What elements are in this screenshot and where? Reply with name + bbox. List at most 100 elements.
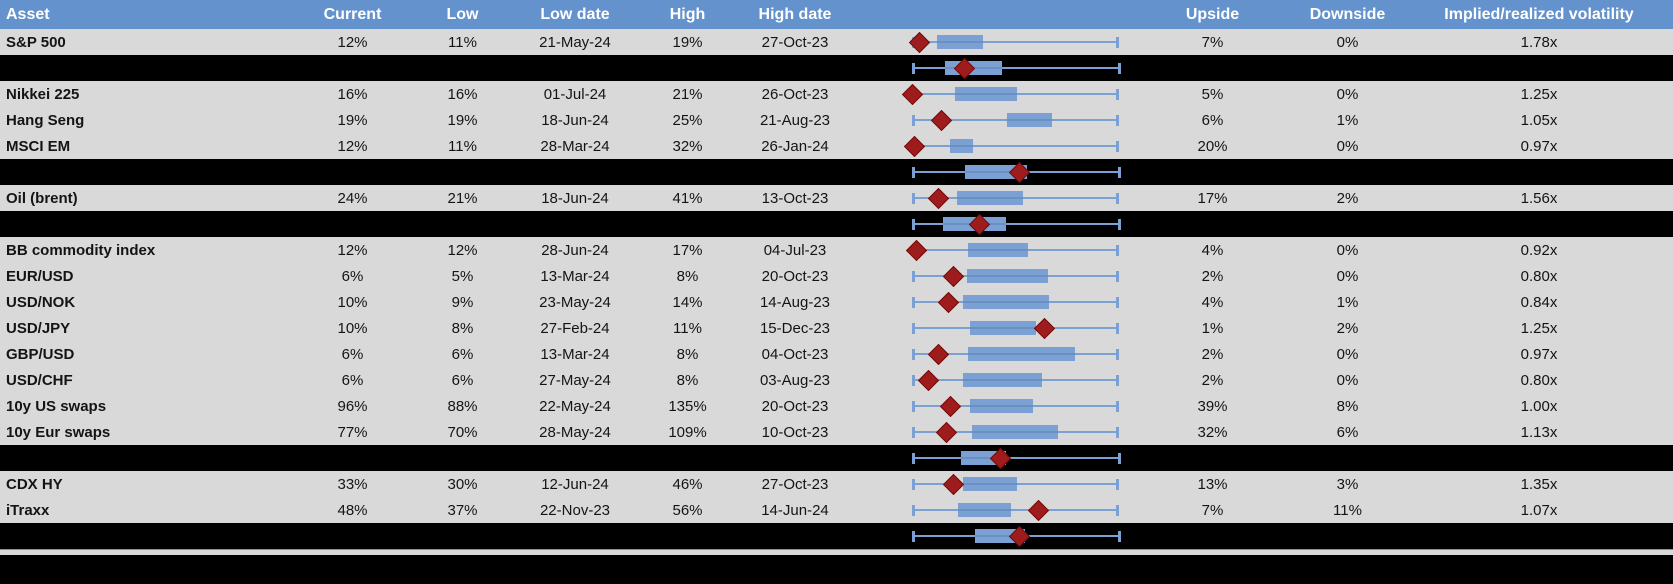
asset-cell — [0, 445, 290, 471]
high-cell — [640, 211, 735, 237]
high-cell — [640, 55, 735, 81]
table-row: 10y Eur swaps 77% 70% 28-May-24 109% 10-Oct-2… — [0, 419, 1673, 445]
high-date-cell: 20-Oct-23 — [761, 267, 829, 285]
implied-realized-volatility-cell: 1.00x — [1520, 397, 1558, 415]
high-date-cell: 14-Aug-23 — [759, 293, 831, 311]
boxplot-chart — [855, 263, 1135, 289]
high-date-cell: 10-Oct-23 — [761, 423, 829, 441]
low-date-cell: 18-Jun-24 — [541, 111, 609, 129]
whisker-cap-left — [911, 531, 915, 542]
upside-cell: 5% — [1201, 85, 1224, 103]
col-header-high-date: High date — [758, 5, 832, 23]
whisker-cap-right — [1118, 453, 1122, 464]
high-date-cell: 04-Oct-23 — [761, 345, 829, 363]
whisker-cap-left — [911, 193, 915, 204]
table-row: Nikkei 225 16% 16% 01-Jul-24 21% 26-Oct-23 5% 0… — [0, 81, 1673, 107]
whisker-line — [912, 509, 1118, 511]
col-header-asset: Asset — [6, 5, 50, 23]
median-line — [970, 327, 1036, 329]
whisker-cap-right — [1116, 271, 1120, 282]
low-cell — [415, 211, 510, 237]
current-cell: 6% — [341, 345, 364, 363]
low-date-cell — [510, 211, 640, 237]
whisker-line — [912, 67, 1120, 69]
median-line — [968, 249, 1029, 251]
boxplot-chart — [855, 419, 1135, 445]
current-marker-diamond-icon — [902, 83, 924, 106]
col-header-upside: Upside — [1185, 5, 1240, 23]
table-row: EUR/USD 6% 5% 13-Mar-24 8% 20-Oct-23 2% 0% 0.80x — [0, 263, 1673, 289]
whisker-line — [912, 145, 1118, 147]
whisker-cap-left — [911, 297, 915, 308]
table-body: S&P 500 12% 11% 21-May-24 19% 27-Oct-23 7% 0% 1.… — [0, 29, 1673, 549]
current-cell: 19% — [337, 111, 368, 129]
current-marker-diamond-icon — [903, 135, 926, 158]
implied-realized-volatility-cell: 1.25x — [1520, 85, 1558, 103]
low-date-cell: 22-Nov-23 — [539, 501, 611, 519]
whisker-cap-right — [1116, 193, 1120, 204]
col-header-current: Current — [323, 5, 382, 23]
current-marker-diamond-icon — [930, 109, 953, 132]
whisker-cap-right — [1116, 141, 1120, 152]
boxplot-chart — [855, 107, 1135, 133]
asset-cell — [0, 523, 290, 549]
high-cell: 109% — [668, 423, 707, 441]
median-line — [954, 93, 1018, 95]
separator-row — [0, 523, 1673, 549]
current-marker-diamond-icon — [1033, 317, 1056, 340]
median-line — [958, 509, 1011, 511]
whisker-cap-right — [1116, 297, 1120, 308]
current-marker-diamond-icon — [927, 343, 949, 366]
current-marker-diamond-icon — [942, 265, 965, 288]
high-date-cell: 20-Oct-23 — [761, 397, 829, 415]
current-marker-diamond-icon — [917, 369, 940, 392]
implied-realized-volatility-cell: 1.05x — [1520, 111, 1558, 129]
whisker-line — [912, 457, 1120, 459]
low-cell: 19% — [447, 111, 478, 129]
low-date-cell: 13-Mar-24 — [540, 345, 610, 363]
median-line — [963, 483, 1018, 485]
boxplot-chart — [855, 289, 1135, 315]
table-row: Hang Seng 19% 19% 18-Jun-24 25% 21-Aug-23 6% 1%… — [0, 107, 1673, 133]
downside-cell: 2% — [1336, 189, 1359, 207]
low-cell: 88% — [447, 397, 478, 415]
upside-cell: 13% — [1197, 475, 1228, 493]
table-row: USD/JPY 10% 8% 27-Feb-24 11% 15-Dec-23 1% 2% 1.2… — [0, 315, 1673, 341]
asset-cell: 10y Eur swaps — [6, 423, 111, 441]
current-cell: 6% — [341, 267, 364, 285]
downside-cell — [1290, 159, 1405, 185]
current-cell — [290, 159, 415, 185]
boxplot-chart — [855, 445, 1135, 471]
high-cell: 56% — [672, 501, 703, 519]
low-date-cell: 01-Jul-24 — [543, 85, 607, 103]
whisker-cap-left — [911, 505, 915, 516]
high-cell: 14% — [672, 293, 703, 311]
implied-realized-volatility-cell: 1.78x — [1520, 33, 1558, 51]
current-cell: 12% — [337, 137, 368, 155]
downside-cell: 1% — [1336, 293, 1359, 311]
col-header-low: Low — [446, 5, 479, 23]
high-cell: 11% — [673, 319, 702, 337]
low-date-cell — [510, 159, 640, 185]
high-date-cell: 04-Jul-23 — [763, 241, 827, 259]
implied-realized-volatility-cell: 1.13x — [1520, 423, 1558, 441]
low-date-cell: 12-Jun-24 — [541, 475, 609, 493]
downside-cell: 11% — [1333, 501, 1362, 519]
col-header-chart — [855, 0, 1135, 29]
low-cell: 30% — [447, 475, 478, 493]
upside-cell — [1135, 523, 1290, 549]
whisker-cap-right — [1116, 349, 1120, 360]
implied-realized-volatility-cell: 0.92x — [1520, 241, 1558, 259]
whisker-cap-left — [911, 349, 915, 360]
boxplot-chart — [855, 523, 1135, 549]
header-row: Asset Current Low Low date High High dat… — [0, 0, 1673, 29]
high-date-cell — [735, 445, 855, 471]
implied-realized-volatility-cell: 0.97x — [1520, 345, 1558, 363]
high-date-cell — [735, 55, 855, 81]
whisker-cap-right — [1118, 219, 1122, 230]
boxplot-chart — [855, 29, 1135, 55]
whisker-cap-left — [911, 219, 915, 230]
boxplot-chart — [855, 367, 1135, 393]
high-cell: 8% — [676, 371, 699, 389]
current-cell: 77% — [337, 423, 368, 441]
